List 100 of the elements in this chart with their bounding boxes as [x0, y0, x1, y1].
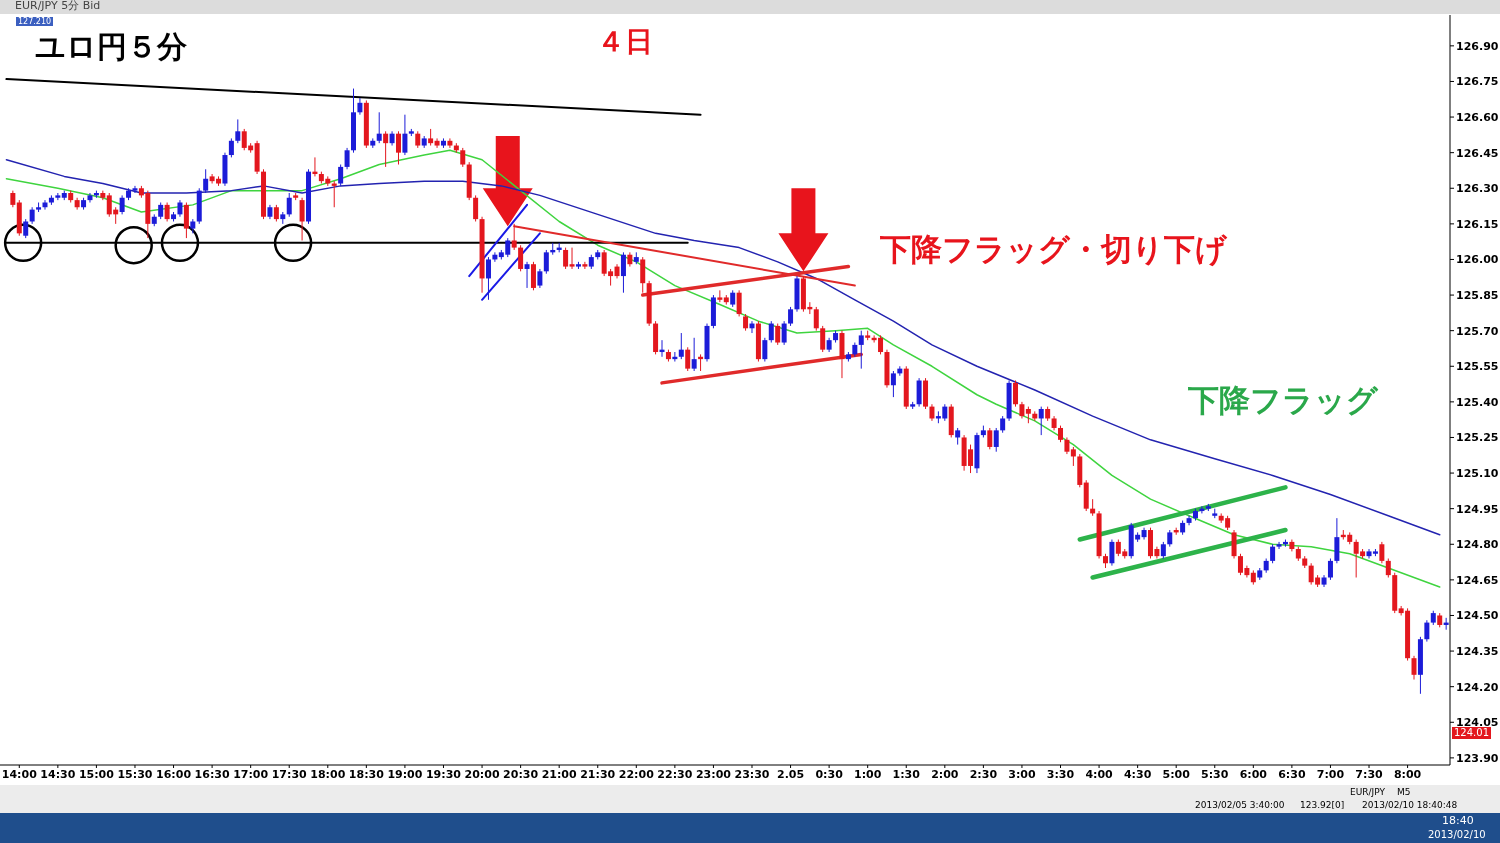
- candlestick: [511, 223, 517, 251]
- candlestick: [1385, 558, 1391, 578]
- candlestick: [678, 332, 684, 360]
- candlestick: [119, 194, 125, 215]
- candlestick: [460, 147, 466, 168]
- x-tick-label: 19:00: [387, 767, 423, 781]
- x-tick-label: 1:30: [892, 767, 921, 781]
- y-tick-label: 126.75: [1456, 75, 1499, 89]
- candlestick: [788, 306, 794, 327]
- candlestick: [582, 261, 588, 270]
- y-tick-label: 125.25: [1456, 431, 1499, 445]
- x-tick-label: 20:30: [503, 767, 539, 781]
- candlestick: [762, 337, 768, 363]
- x-tick-label: 17:30: [271, 767, 308, 781]
- y-tick-label: 125.85: [1456, 288, 1499, 302]
- candlestick: [1109, 539, 1115, 567]
- candlestick: [1334, 517, 1340, 564]
- candlestick: [23, 218, 29, 239]
- candlestick: [338, 164, 344, 187]
- x-tick-label: 8:00: [1393, 767, 1422, 781]
- x-tick-label: 21:00: [541, 767, 578, 781]
- candlestick: [357, 97, 363, 116]
- candlestick: [691, 337, 697, 372]
- x-tick-label: 22:00: [618, 767, 655, 781]
- text: 2013/02/10: [1428, 829, 1486, 841]
- x-tick-label: 1:00: [854, 767, 882, 781]
- annotation: 下降フラッグ: [1188, 382, 1378, 419]
- candlestick: [717, 289, 723, 303]
- x-tick-label: 20:00: [464, 767, 500, 781]
- candlestick: [620, 251, 626, 294]
- candlestick: [916, 377, 922, 408]
- x-tick-label: 22:30: [657, 767, 693, 781]
- x-tick-label: 6:00: [1239, 767, 1268, 781]
- x-tick-label: 16:30: [194, 767, 230, 781]
- x-tick-label: 5:00: [1162, 767, 1191, 781]
- candlestick: [813, 306, 819, 332]
- candlestick: [820, 325, 826, 353]
- x-tick-label: 16:00: [156, 767, 192, 781]
- x-tick-label: 14:30: [40, 767, 76, 781]
- y-tick-label: 123.90: [1456, 751, 1499, 765]
- y-tick-label: 125.40: [1456, 395, 1499, 409]
- text: 123.92[0]: [1300, 800, 1345, 811]
- candlestick: [518, 244, 524, 272]
- candlestick: [768, 320, 774, 344]
- candlestick: [1270, 543, 1276, 564]
- x-tick-label: 23:30: [734, 767, 770, 781]
- x-tick-label: 23:00: [695, 767, 732, 781]
- y-tick-label: 126.15: [1456, 217, 1499, 231]
- text: 18:40: [1442, 814, 1474, 828]
- candlestick: [993, 427, 999, 453]
- x-tick-label: 3:30: [1046, 767, 1075, 781]
- candlestick: [736, 289, 742, 317]
- candlestick: [344, 147, 350, 170]
- y-tick-label: 124.20: [1456, 680, 1499, 694]
- candlestick: [203, 168, 209, 194]
- candlestick: [987, 427, 993, 450]
- y-tick-label: 124.65: [1456, 573, 1499, 587]
- candlestick: [235, 118, 241, 144]
- text: 2013/02/05 3:40:00: [1195, 800, 1285, 811]
- annotation: 127.210: [16, 17, 54, 27]
- candlestick: [685, 346, 691, 372]
- candlestick: [563, 247, 569, 270]
- candlestick: [1424, 619, 1430, 643]
- candlestick: [1379, 541, 1385, 564]
- y-tick-label: 125.10: [1456, 466, 1499, 480]
- text: EUR/JPY 5分 Bid: [15, 0, 101, 13]
- x-tick-label: 18:00: [310, 767, 346, 781]
- text: 124.01: [1452, 727, 1491, 739]
- y-tick-label: 125.55: [1456, 360, 1499, 374]
- candlestick: [1038, 406, 1044, 436]
- x-tick-label: 2:30: [969, 767, 998, 781]
- y-tick-label: 124.95: [1456, 502, 1499, 516]
- text: M5: [1397, 787, 1411, 798]
- candlestick: [228, 137, 234, 158]
- y-tick-label: 126.45: [1456, 146, 1499, 160]
- candlestick: [87, 192, 93, 203]
- candlestick: [299, 197, 305, 241]
- candlestick: [543, 249, 549, 275]
- x-tick-label: 15:30: [117, 767, 153, 781]
- candlestick: [1231, 529, 1237, 560]
- x-tick-label: 6:30: [1278, 767, 1306, 781]
- candlestick: [524, 261, 530, 289]
- candlestick: [473, 194, 479, 222]
- y-tick-label: 126.90: [1456, 39, 1499, 53]
- x-tick-label: 2.05: [776, 767, 805, 781]
- candlestick: [1411, 655, 1417, 681]
- candlestick: [858, 330, 864, 370]
- candlestick: [286, 192, 292, 218]
- annotation: 下降フラッグ・切り下げ: [880, 231, 1227, 268]
- candlestick: [1070, 446, 1076, 467]
- candlestick: [781, 320, 787, 346]
- candlestick: [402, 114, 408, 156]
- candlestick: [640, 256, 646, 294]
- x-tick-label: 19:30: [425, 767, 462, 781]
- candlestick: [376, 111, 382, 144]
- annotation: ４日: [597, 25, 653, 59]
- x-tick-label: 17:00: [233, 767, 269, 781]
- candlestick: [132, 185, 138, 194]
- candlestick: [530, 261, 536, 291]
- y-tick-label: 124.50: [1456, 609, 1499, 623]
